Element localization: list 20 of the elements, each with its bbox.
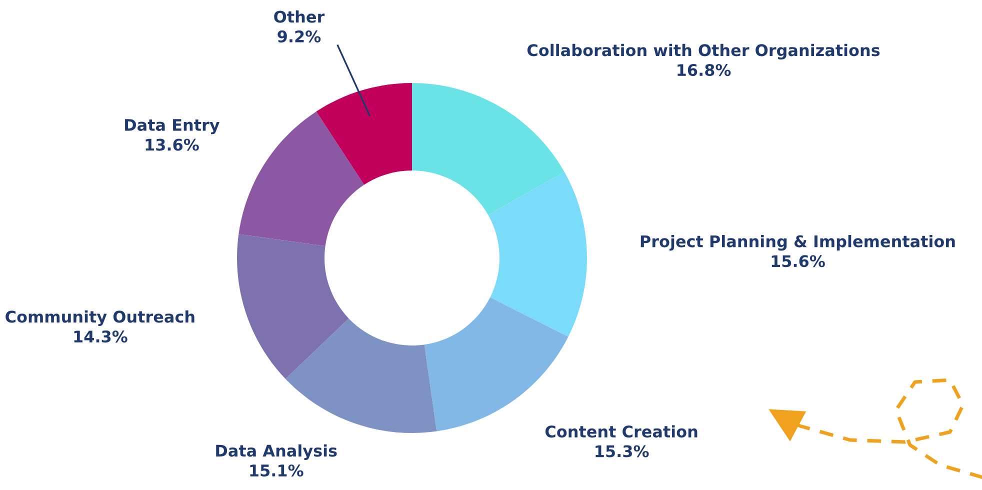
data-label: 13.6% (146, 138, 199, 151)
slice-label: Other (274, 10, 325, 23)
donut-slice (285, 318, 437, 433)
slice-label: Project Planning & Implementation (640, 234, 955, 251)
data-label: 16.8% (678, 64, 731, 76)
donut-slice (488, 172, 587, 337)
slice-label: Collaboration with Other Organizations (527, 44, 880, 60)
data-label: 15.3% (596, 445, 649, 458)
data-label: 9.2% (278, 30, 321, 42)
donut-slice (238, 111, 364, 246)
slice-label: Data Analysis (216, 444, 337, 460)
slice-label: Data Entry (125, 119, 220, 134)
donut-slice (412, 83, 564, 215)
donut-slice (316, 83, 412, 185)
donut-slice (237, 234, 349, 379)
data-label: 15.1% (250, 464, 304, 477)
slice-label: Community Outreach (6, 310, 194, 326)
data-label: 15.6% (772, 255, 825, 268)
slice-label: Content Creation (545, 425, 698, 438)
data-label: 14.3% (74, 330, 128, 343)
